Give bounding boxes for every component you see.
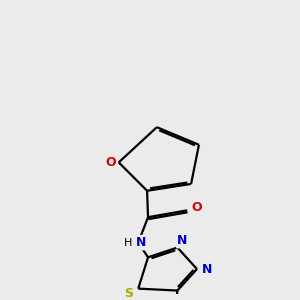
Text: N: N bbox=[177, 234, 188, 247]
Text: N: N bbox=[202, 262, 212, 275]
Text: H: H bbox=[124, 238, 133, 248]
Text: S: S bbox=[124, 287, 133, 300]
Text: O: O bbox=[192, 201, 202, 214]
Text: N: N bbox=[136, 236, 146, 249]
Text: O: O bbox=[106, 156, 116, 169]
